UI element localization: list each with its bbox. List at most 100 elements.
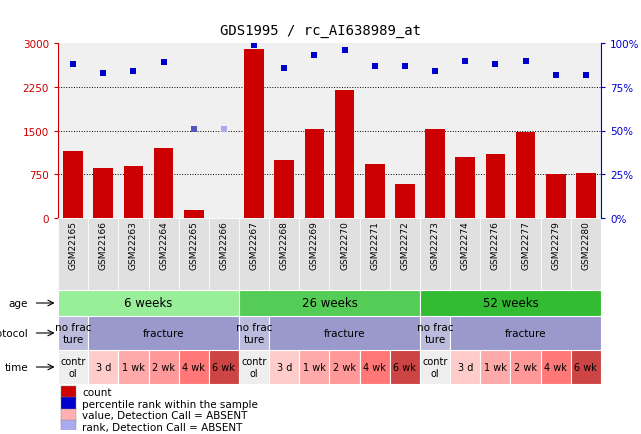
Text: 3 d: 3 d bbox=[276, 362, 292, 372]
Text: GSM22273: GSM22273 bbox=[431, 220, 440, 270]
Bar bbox=[61, 409, 76, 422]
Bar bbox=[304, 129, 324, 218]
Bar bbox=[119, 350, 149, 384]
Bar bbox=[360, 218, 390, 290]
Text: GSM22263: GSM22263 bbox=[129, 220, 138, 270]
Bar bbox=[58, 290, 239, 316]
Text: no frac
ture: no frac ture bbox=[55, 322, 91, 344]
Bar bbox=[390, 350, 420, 384]
Bar bbox=[179, 218, 209, 290]
Bar bbox=[420, 290, 601, 316]
Bar bbox=[184, 211, 204, 218]
Bar bbox=[480, 350, 510, 384]
Bar bbox=[540, 350, 571, 384]
Text: 4 wk: 4 wk bbox=[182, 362, 205, 372]
Bar bbox=[154, 149, 173, 218]
Bar bbox=[420, 316, 450, 350]
Text: GSM22277: GSM22277 bbox=[521, 220, 530, 270]
Text: GSM22268: GSM22268 bbox=[279, 220, 288, 270]
Bar bbox=[425, 130, 445, 218]
Bar bbox=[239, 218, 269, 290]
Bar bbox=[571, 350, 601, 384]
Text: 6 wk: 6 wk bbox=[212, 362, 235, 372]
Bar bbox=[540, 218, 571, 290]
Bar bbox=[149, 350, 179, 384]
Text: fracture: fracture bbox=[143, 328, 185, 338]
Text: GSM22265: GSM22265 bbox=[189, 220, 198, 270]
Bar bbox=[450, 316, 601, 350]
Bar bbox=[209, 350, 239, 384]
Bar bbox=[94, 169, 113, 218]
Text: GSM22270: GSM22270 bbox=[340, 220, 349, 270]
Bar bbox=[299, 350, 329, 384]
Text: GSM22271: GSM22271 bbox=[370, 220, 379, 270]
Text: 6 wk: 6 wk bbox=[394, 362, 417, 372]
Bar bbox=[149, 218, 179, 290]
Text: time: time bbox=[4, 362, 28, 372]
Bar bbox=[274, 160, 294, 218]
Text: 4 wk: 4 wk bbox=[363, 362, 386, 372]
Text: 2 wk: 2 wk bbox=[152, 362, 175, 372]
Bar bbox=[61, 386, 76, 399]
Bar bbox=[360, 350, 390, 384]
Bar bbox=[58, 350, 88, 384]
Text: contr
ol: contr ol bbox=[242, 356, 267, 378]
Text: 6 weeks: 6 weeks bbox=[124, 297, 172, 310]
Text: fracture: fracture bbox=[505, 328, 546, 338]
Bar bbox=[88, 350, 119, 384]
Text: 3 d: 3 d bbox=[96, 362, 111, 372]
Bar bbox=[269, 316, 420, 350]
Text: GDS1995 / rc_AI638989_at: GDS1995 / rc_AI638989_at bbox=[220, 24, 421, 38]
Bar bbox=[516, 133, 535, 218]
Text: GSM22166: GSM22166 bbox=[99, 220, 108, 270]
Bar bbox=[571, 218, 601, 290]
Bar bbox=[61, 398, 76, 410]
Text: contr
ol: contr ol bbox=[422, 356, 448, 378]
Text: value, Detection Call = ABSENT: value, Detection Call = ABSENT bbox=[83, 410, 248, 420]
Bar bbox=[88, 316, 239, 350]
Bar bbox=[480, 218, 510, 290]
Text: GSM22274: GSM22274 bbox=[461, 220, 470, 269]
Text: GSM22264: GSM22264 bbox=[159, 220, 168, 269]
Bar bbox=[450, 350, 480, 384]
Text: GSM22280: GSM22280 bbox=[581, 220, 590, 270]
Bar bbox=[576, 173, 595, 218]
Bar bbox=[335, 90, 354, 218]
Text: GSM22276: GSM22276 bbox=[491, 220, 500, 270]
Bar bbox=[546, 175, 565, 218]
Bar bbox=[119, 218, 149, 290]
Text: 3 d: 3 d bbox=[458, 362, 473, 372]
Bar bbox=[269, 218, 299, 290]
Text: fracture: fracture bbox=[324, 328, 365, 338]
Bar bbox=[244, 50, 264, 218]
Text: 2 wk: 2 wk bbox=[333, 362, 356, 372]
Bar bbox=[63, 151, 83, 218]
Text: 1 wk: 1 wk bbox=[484, 362, 507, 372]
Bar bbox=[420, 350, 450, 384]
Bar bbox=[329, 350, 360, 384]
Text: protocol: protocol bbox=[0, 328, 28, 338]
Bar bbox=[299, 218, 329, 290]
Bar bbox=[239, 350, 269, 384]
Bar bbox=[58, 316, 88, 350]
Text: 6 wk: 6 wk bbox=[574, 362, 597, 372]
Bar bbox=[510, 350, 540, 384]
Bar bbox=[124, 166, 143, 218]
Text: age: age bbox=[9, 298, 28, 308]
Text: 1 wk: 1 wk bbox=[122, 362, 145, 372]
Text: no frac
ture: no frac ture bbox=[236, 322, 272, 344]
Bar bbox=[450, 218, 480, 290]
Text: rank, Detection Call = ABSENT: rank, Detection Call = ABSENT bbox=[83, 422, 243, 432]
Text: 26 weeks: 26 weeks bbox=[301, 297, 358, 310]
Text: 2 wk: 2 wk bbox=[514, 362, 537, 372]
Bar bbox=[420, 218, 450, 290]
Bar bbox=[456, 158, 475, 218]
Text: GSM22272: GSM22272 bbox=[401, 220, 410, 269]
Text: GSM22267: GSM22267 bbox=[249, 220, 258, 270]
Text: percentile rank within the sample: percentile rank within the sample bbox=[83, 399, 258, 409]
Bar bbox=[58, 218, 88, 290]
Bar bbox=[486, 155, 505, 218]
Bar bbox=[209, 218, 239, 290]
Bar bbox=[239, 316, 269, 350]
Text: count: count bbox=[83, 388, 112, 398]
